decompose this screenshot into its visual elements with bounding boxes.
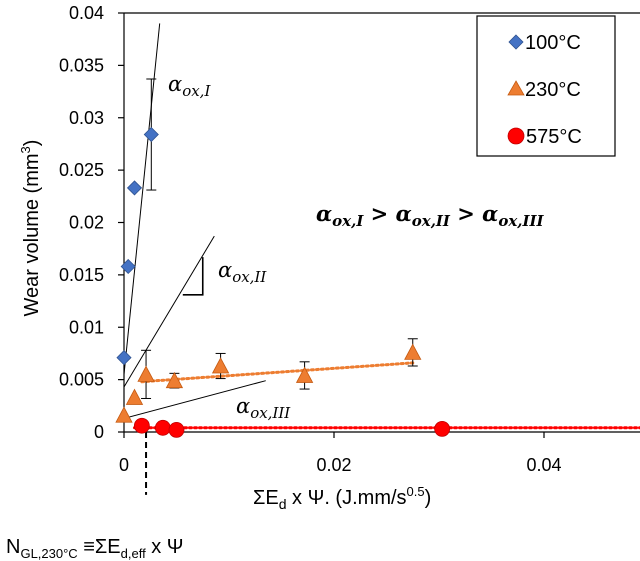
legend-marker-575c (507, 127, 525, 145)
point-100c (120, 258, 136, 275)
point-230c (125, 388, 144, 405)
y-tick-label: 0.01 (69, 317, 104, 337)
y-tick-label: 0.025 (59, 160, 104, 180)
y-tick-label: 0.005 (59, 370, 104, 390)
point-230c (211, 357, 230, 374)
slope-line (123, 23, 161, 375)
legend: 100°C 230°C 575°C (476, 15, 616, 157)
data-points (115, 126, 451, 438)
point-230c (295, 366, 314, 383)
legend-box (476, 15, 616, 157)
point-575c (168, 422, 185, 438)
bottom-note: NGL,230°C ≡ΣEd,eff x Ψ (6, 536, 184, 561)
x-tick-label: 0.04 (526, 455, 561, 475)
y-tick-label: 0.04 (69, 3, 104, 23)
point-100c (126, 180, 143, 196)
point-100c (143, 126, 159, 143)
slope-line (123, 380, 266, 419)
legend-marker-100c (508, 34, 524, 50)
slope-line (123, 235, 215, 388)
y-tick-label: 0.03 (69, 108, 104, 128)
point-230c (115, 406, 133, 423)
alpha-ox-ii-label: αox,II (218, 258, 267, 286)
alpha-relation-label: αox,I > αox,II > αox,III (316, 201, 545, 230)
point-230c (137, 365, 155, 382)
legend-marker-230c (507, 80, 525, 96)
x-axis-title: ΣEd x Ψ. (J.mm/s0.5) (253, 484, 431, 512)
ticks: 0 0.005 0.01 0.015 0.02 0.025 0.03 0.035 0.04 0 0.… (59, 3, 562, 475)
slope-bracket (182, 257, 204, 296)
legend-label-575c: 575°C (526, 126, 582, 148)
point-100c (116, 350, 132, 366)
alpha-ox-i-label: αox,I (168, 72, 211, 100)
trend-lines (133, 361, 640, 430)
point-575c (434, 420, 451, 437)
slope-lines (123, 23, 266, 495)
alpha-ox-iii-label: αox,III (236, 394, 291, 422)
point-575c (133, 417, 150, 434)
point-230c (404, 343, 422, 360)
x-tick-label: 0.02 (316, 455, 351, 475)
y-axis-title: Wear volume (mm3) (18, 140, 43, 317)
error-bars (141, 78, 418, 399)
trend-line (140, 361, 415, 384)
point-230c (165, 371, 184, 389)
y-tick-label: 0 (94, 422, 104, 442)
point-575c (154, 419, 171, 436)
y-tick-label: 0.015 (59, 265, 104, 285)
legend-label-230c: 230°C (525, 79, 581, 101)
y-tick-label: 0.02 (69, 213, 104, 233)
legend-label-100c: 100°C (525, 32, 581, 54)
x-tick-label: 0 (119, 455, 129, 475)
y-tick-label: 0.035 (59, 55, 104, 75)
